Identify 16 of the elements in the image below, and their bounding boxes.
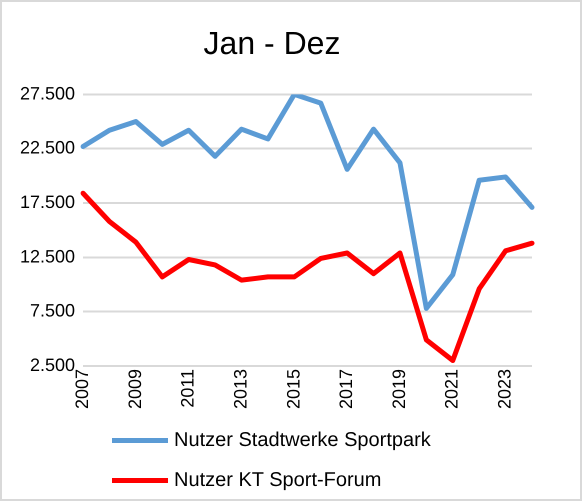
x-tick-label: 2019 <box>388 368 409 410</box>
y-tick-label: 17.500 <box>20 192 76 212</box>
x-tick-label: 2011 <box>178 368 198 408</box>
y-tick-label: 12.500 <box>20 246 76 266</box>
chart-title: Jan - Dez <box>204 25 340 62</box>
legend-label: Nutzer KT Sport-Forum <box>174 468 382 492</box>
x-tick-label: 2021 <box>442 368 462 410</box>
x-tick-label: 2023 <box>494 368 515 410</box>
y-tick-label: 7.500 <box>30 300 76 321</box>
legend-label: Nutzer Stadtwerke Sportpark <box>174 428 431 452</box>
x-tick-label: 2013 <box>230 368 250 410</box>
y-tick-label: 27.500 <box>20 83 76 104</box>
x-tick-label: 2015 <box>283 368 304 410</box>
x-tick-label: 2009 <box>124 368 145 410</box>
x-tick-label: 2017 <box>336 368 356 410</box>
y-tick-label: 22.500 <box>20 138 76 158</box>
